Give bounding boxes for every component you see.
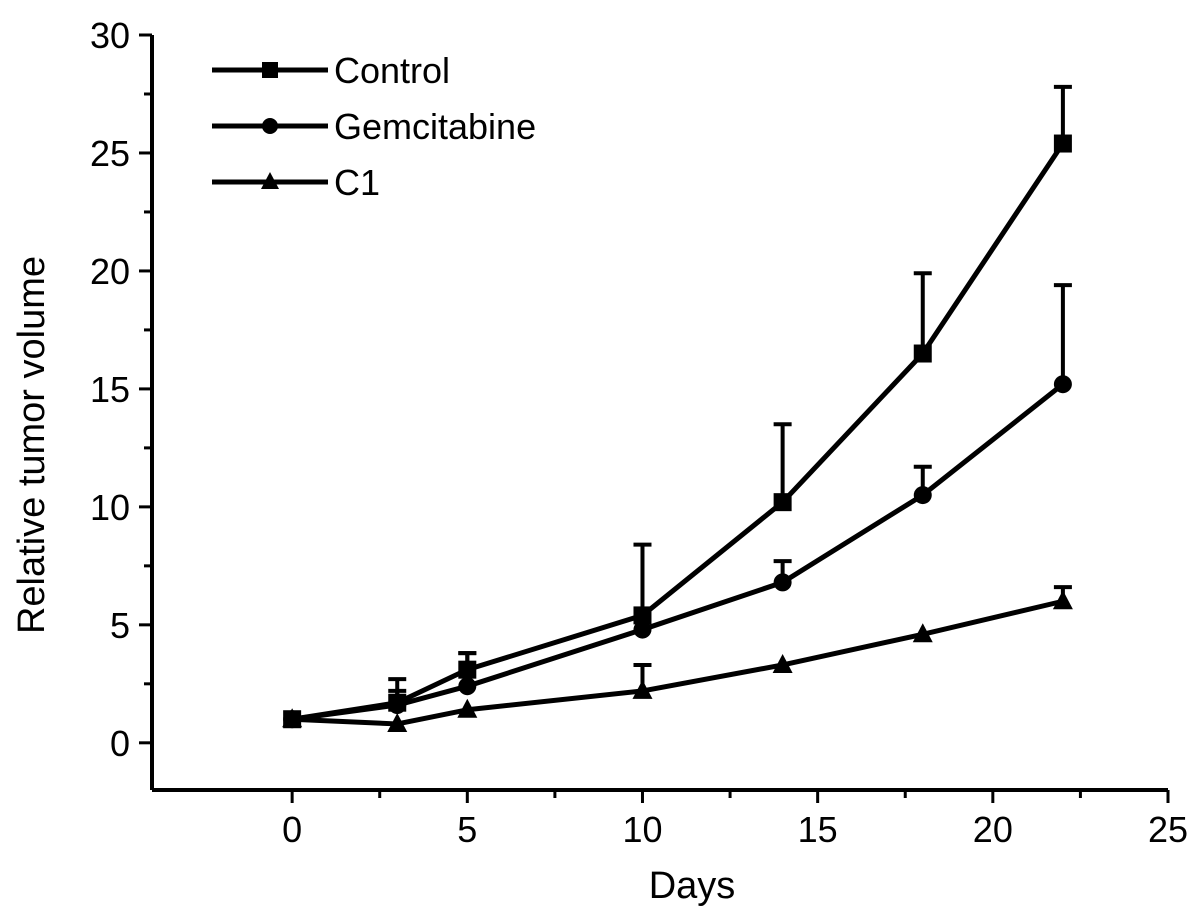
circle-marker <box>913 486 932 505</box>
legend-label: Control <box>334 50 450 91</box>
series-group <box>282 84 1073 732</box>
circle-marker <box>388 696 407 715</box>
series-control <box>283 84 1072 729</box>
square-marker <box>773 493 792 512</box>
y-tick-label: 15 <box>90 369 130 410</box>
circle-marker <box>773 573 792 592</box>
x-tick-label: 5 <box>457 809 477 850</box>
y-axis-label: Relative tumor volume <box>11 256 53 634</box>
triangle-marker <box>912 623 933 643</box>
circle-marker <box>458 677 477 696</box>
triangle-marker <box>772 653 793 673</box>
triangle-marker <box>387 712 408 732</box>
triangle-marker <box>457 698 478 718</box>
legend-item: Control <box>212 50 450 91</box>
y-tick-label: 5 <box>110 605 130 646</box>
legend-label: Gemcitabine <box>334 106 536 147</box>
triangle-marker <box>261 172 279 189</box>
x-tick-label: 20 <box>973 809 1013 850</box>
x-ticks: 0 5 10 15 20 25 <box>282 790 1188 850</box>
square-marker <box>262 62 278 78</box>
y-tick-label: 0 <box>110 723 130 764</box>
y-tick-label: 30 <box>90 15 130 56</box>
x-tick-label: 10 <box>622 809 662 850</box>
circle-marker <box>1053 375 1072 394</box>
y-tick-label: 10 <box>90 487 130 528</box>
legend: Control Gemcitabine C1 <box>212 50 536 203</box>
square-marker <box>633 606 652 625</box>
x-axis-label: Days <box>649 865 736 907</box>
circle-marker <box>633 620 652 639</box>
series-line <box>291 382 1065 722</box>
square-marker <box>1053 134 1072 153</box>
y-ticks: 0 5 10 15 20 25 30 <box>90 15 152 764</box>
y-tick-label: 20 <box>90 251 130 292</box>
x-tick-label: 15 <box>798 809 838 850</box>
circle-marker <box>262 118 278 134</box>
triangle-marker <box>282 708 303 728</box>
series-gemcitabine <box>283 283 1072 729</box>
legend-item: C1 <box>212 162 380 203</box>
y-tick-label: 25 <box>90 133 130 174</box>
legend-label: C1 <box>334 162 380 203</box>
series-c1 <box>282 585 1073 732</box>
axes <box>150 35 1168 792</box>
x-tick-label: 25 <box>1148 809 1188 850</box>
square-marker <box>913 344 932 363</box>
series-line <box>291 142 1065 722</box>
legend-item: Gemcitabine <box>212 106 536 147</box>
triangle-marker <box>632 679 653 699</box>
triangle-marker <box>1052 590 1073 610</box>
x-tick-label: 0 <box>282 809 302 850</box>
